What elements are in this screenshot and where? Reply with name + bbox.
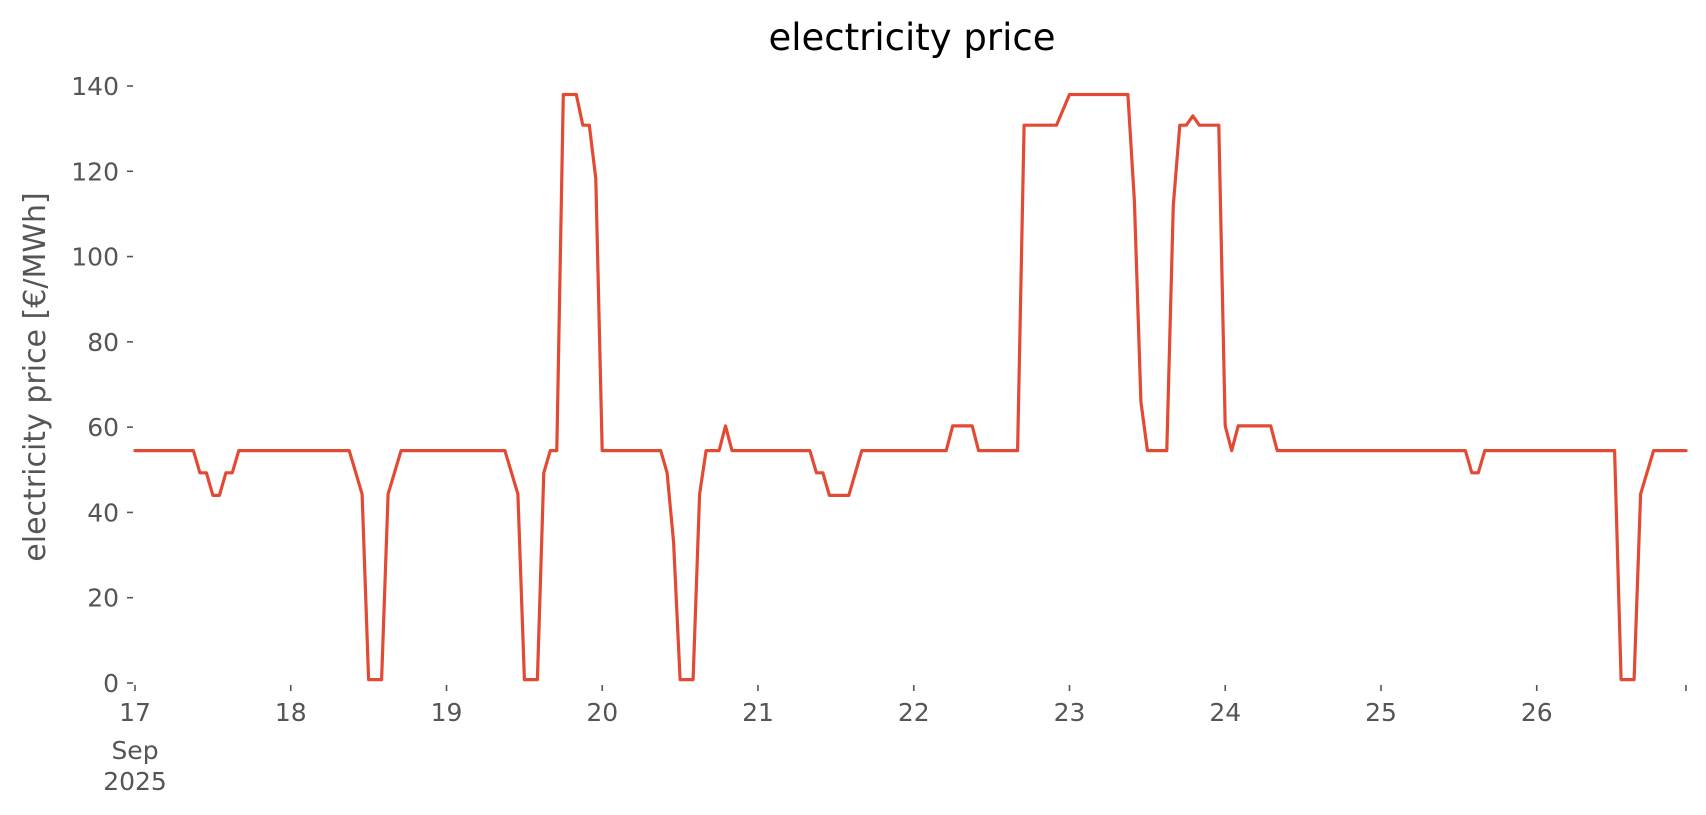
x-tick-label: 19	[431, 698, 463, 727]
y-tick-label: 60	[87, 413, 119, 442]
series-layer	[133, 92, 1688, 682]
x-tick-sublabel: Sep	[111, 736, 158, 765]
x-tick-label: 17	[119, 698, 151, 727]
y-tick-label: 0	[103, 669, 119, 698]
x-tick-label: 21	[742, 698, 774, 727]
y-tick-label: 80	[87, 328, 119, 357]
x-tick-label: 25	[1365, 698, 1397, 727]
x-tick-label: 20	[586, 698, 618, 727]
series-line	[133, 92, 1688, 682]
x-tick-label: 18	[275, 698, 307, 727]
x-tick-label: 23	[1054, 698, 1086, 727]
y-tick-label: 20	[87, 584, 119, 613]
chart-title: electricity price	[768, 16, 1055, 59]
y-axis-label: electricity price [€/MWh]	[18, 192, 53, 561]
x-tick-label: 26	[1521, 698, 1553, 727]
x-tick-sublabel: 2025	[103, 767, 167, 796]
y-tick-label: 120	[71, 157, 119, 186]
y-tick-label: 40	[87, 498, 119, 527]
y-tick-label: 140	[71, 72, 119, 101]
y-tick-label: 100	[71, 243, 119, 272]
x-tick-label: 24	[1209, 698, 1241, 727]
x-tick-label: 22	[898, 698, 930, 727]
y-axis-ticks: 0 20 40 60 80 100 120 140	[71, 72, 133, 698]
